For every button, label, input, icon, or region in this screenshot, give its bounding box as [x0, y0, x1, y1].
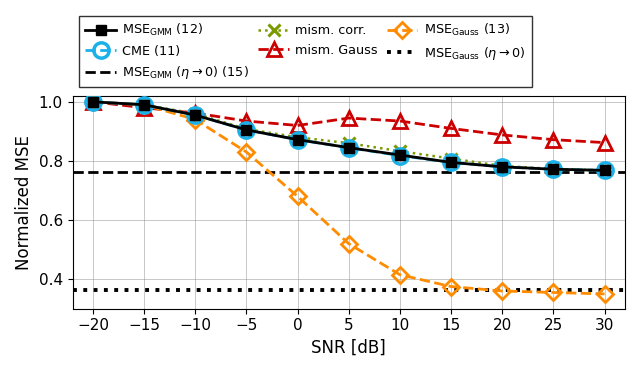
X-axis label: SNR [dB]: SNR [dB]	[312, 339, 386, 357]
Y-axis label: Normalized MSE: Normalized MSE	[15, 135, 33, 270]
Legend: $\mathrm{MSE}_{\mathrm{GMM}}$ (12), CME (11), $\mathrm{MSE}_{\mathrm{GMM}}$ ($\e: $\mathrm{MSE}_{\mathrm{GMM}}$ (12), CME …	[79, 16, 532, 87]
